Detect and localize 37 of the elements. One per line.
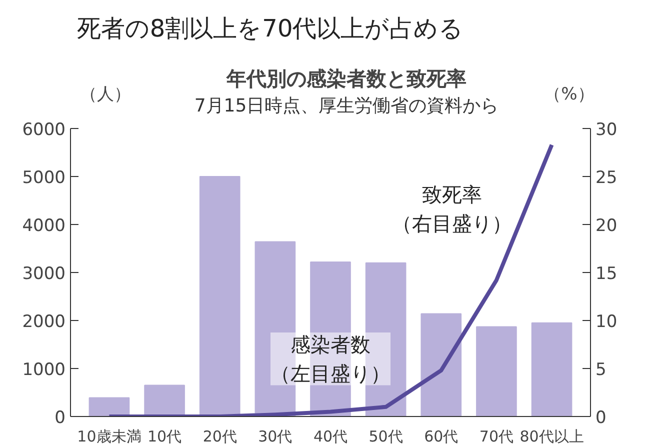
chart-title: 年代別の感染者数と致死率	[226, 66, 466, 90]
y2-axis-title: （%）	[544, 84, 594, 104]
bar	[476, 326, 517, 416]
series-label: 感染者数（左目盛り）	[270, 332, 390, 386]
y2-tick-label: 10	[596, 312, 618, 332]
bar	[144, 384, 185, 416]
bar	[199, 176, 240, 416]
y2-tick-label: 15	[596, 264, 618, 284]
y2-tick-label: 30	[596, 120, 618, 140]
text: 死者の8割以上を70代以上が占める	[76, 14, 464, 42]
x-tick-label: 50代	[368, 428, 403, 446]
y-tick-label: 4000	[22, 216, 66, 236]
y-tick-label: 3000	[22, 264, 66, 284]
y-tick-label: 6000	[22, 120, 66, 140]
x-tick-label: 20代	[202, 428, 237, 446]
y-tick-label: 5000	[22, 168, 66, 188]
x-tick-label: 10代	[148, 428, 182, 446]
bar	[531, 322, 572, 416]
y-tick-label: 2000	[22, 312, 66, 332]
bar	[88, 397, 130, 416]
bar	[420, 313, 462, 416]
x-tick-label: 60代	[424, 428, 458, 446]
x-tick-label: 30代	[258, 428, 292, 446]
x-tick-label: 70代	[479, 428, 514, 446]
y2-tick-label: 5	[596, 360, 606, 380]
y2-tick-label: 0	[596, 408, 606, 428]
series-label: 致死率（右目盛り）	[392, 182, 512, 236]
line-series	[107, 142, 554, 416]
y2-tick-label: 20	[596, 216, 618, 236]
y2-tick-label: 25	[596, 168, 618, 188]
x-tick-label: 10歳未満	[77, 428, 142, 446]
x-tick-label: 40代	[313, 428, 348, 446]
chart-subtitle: 7月15日時点、厚生労働省の資料から	[194, 96, 499, 116]
y-tick-label: 0	[54, 408, 66, 428]
x-tick-label: 80代以上	[520, 428, 584, 446]
y-axis-title: （人）	[80, 84, 132, 104]
y-tick-label: 1000	[22, 360, 66, 380]
